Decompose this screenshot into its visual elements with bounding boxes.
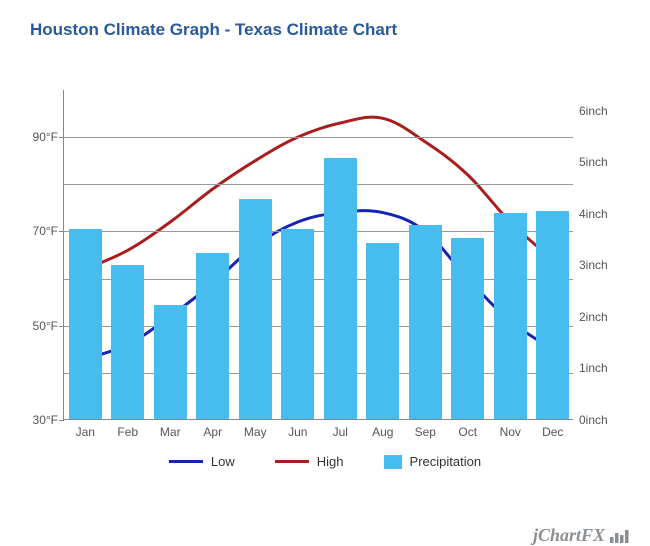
y1-tick-label: 50°F [33, 319, 58, 333]
plot-area: 30°F50°F70°F90°F0inch1inch2inch3inch4inc… [63, 90, 573, 420]
bar-apr [196, 253, 229, 419]
bar-jan [69, 229, 102, 419]
bar-mar [154, 305, 187, 419]
legend-swatch [275, 460, 309, 463]
x-tick-label: Jan [76, 425, 95, 439]
x-tick-label: Jul [333, 425, 348, 439]
y2-tick-label: 1inch [579, 361, 608, 375]
watermark-icon [609, 528, 629, 544]
legend-item-precipitation: Precipitation [384, 454, 482, 469]
gridline [64, 184, 573, 185]
x-tick-label: Jun [288, 425, 307, 439]
legend-label: High [317, 454, 344, 469]
legend-item-high: High [275, 454, 344, 469]
y2-tick-label: 5inch [579, 155, 608, 169]
legend-swatch [384, 455, 402, 469]
y2-tick-label: 3inch [579, 258, 608, 272]
x-tick-label: Aug [372, 425, 393, 439]
legend-label: Low [211, 454, 235, 469]
bar-jul [324, 158, 357, 419]
y1-tick-label: 70°F [33, 224, 58, 238]
x-tick-label: Nov [500, 425, 521, 439]
x-tick-label: Oct [458, 425, 477, 439]
x-tick-label: Sep [415, 425, 436, 439]
chart-title: Houston Climate Graph - Texas Climate Ch… [30, 20, 640, 40]
gridline [64, 137, 573, 138]
y2-tick-label: 2inch [579, 310, 608, 324]
y1-tick-label: 90°F [33, 130, 58, 144]
x-tick-label: Mar [160, 425, 181, 439]
watermark-text: jChartFX [533, 525, 605, 546]
bar-oct [451, 238, 484, 420]
bar-feb [111, 265, 144, 419]
bar-dec [536, 211, 569, 419]
x-tick-label: May [244, 425, 267, 439]
y2-tick-label: 6inch [579, 104, 608, 118]
y1-tick-label: 30°F [33, 413, 58, 427]
chart-area: 30°F 50°F 70°F 90°F 0inch 1inch 2inch 3inch 4inc… [15, 60, 635, 490]
bar-jun [281, 229, 314, 419]
watermark: jChartFX [533, 525, 629, 546]
legend-label: Precipitation [410, 454, 482, 469]
x-tick-label: Dec [542, 425, 563, 439]
legend-swatch [169, 460, 203, 463]
y2-tick-label: 4inch [579, 207, 608, 221]
legend: Low High Precipitation [15, 454, 635, 469]
x-tick-label: Feb [117, 425, 138, 439]
bar-nov [494, 213, 527, 419]
bar-may [239, 199, 272, 419]
y2-tick-label: 0inch [579, 413, 608, 427]
x-tick-label: Apr [203, 425, 222, 439]
bar-aug [366, 243, 399, 419]
bar-sep [409, 225, 442, 419]
legend-item-low: Low [169, 454, 235, 469]
